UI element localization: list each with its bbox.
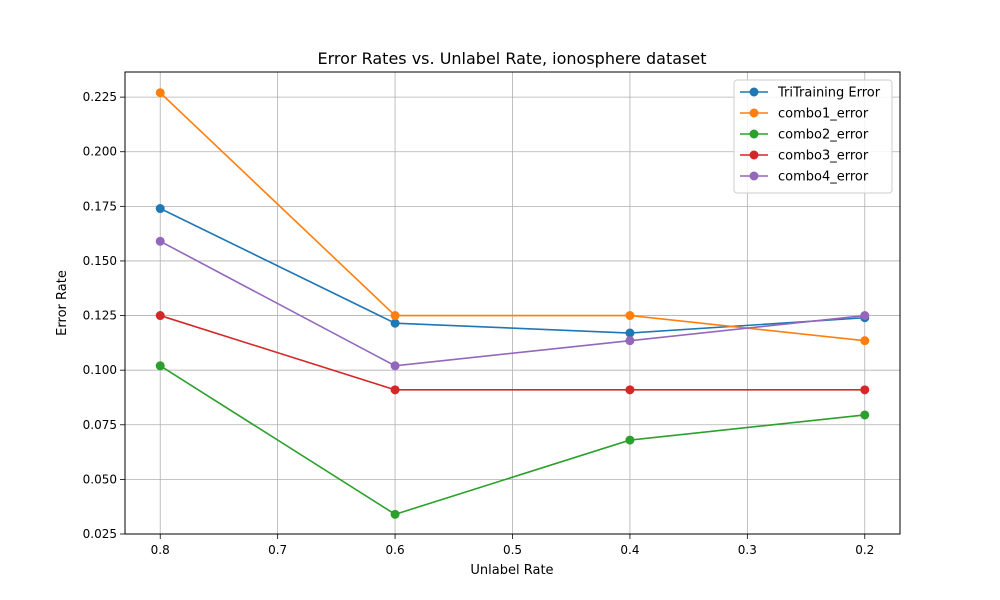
legend-label: combo4_error: [778, 170, 869, 185]
series-2: [155, 361, 870, 519]
y-tick-label: 0.200: [83, 145, 117, 159]
y-tick-label: 0.050: [83, 472, 117, 486]
y-tick-label: 0.025: [83, 527, 117, 541]
data-point: [390, 318, 400, 328]
x-axis-ticks: 0.8 0.7 0.6 0.5 0.4 0.3 0.2: [151, 534, 874, 557]
x-axis-label: Unlabel Rate: [470, 563, 553, 578]
data-point: [155, 236, 165, 246]
x-tick-label: 0.5: [503, 543, 522, 557]
y-axis-label: Error Rate: [55, 270, 70, 336]
y-tick-label: 0.075: [83, 418, 117, 432]
data-point: [625, 435, 635, 445]
legend-marker: [749, 150, 759, 160]
series-0: [155, 204, 870, 338]
data-point: [390, 385, 400, 395]
data-point: [860, 385, 870, 395]
data-point: [390, 311, 400, 321]
legend-marker: [749, 108, 759, 118]
y-tick-label: 0.175: [83, 199, 117, 213]
y-tick-label: 0.125: [83, 309, 117, 323]
data-point: [625, 311, 635, 321]
data-point: [860, 410, 870, 420]
y-tick-label: 0.150: [83, 254, 117, 268]
data-point: [625, 385, 635, 395]
x-tick-label: 0.2: [855, 543, 874, 557]
x-tick-label: 0.3: [738, 543, 757, 557]
y-tick-label: 0.225: [83, 90, 117, 104]
data-point: [155, 204, 165, 214]
x-tick-label: 0.8: [151, 543, 170, 557]
data-point: [625, 336, 635, 346]
legend-label: combo1_error: [778, 107, 869, 122]
legend-label: combo3_error: [778, 149, 869, 164]
legend-marker: [749, 87, 759, 97]
data-point: [860, 336, 870, 346]
data-point: [155, 88, 165, 98]
series-line: [159, 240, 865, 367]
series-line: [159, 365, 865, 516]
legend-label: TriTraining Error: [777, 86, 881, 101]
data-point: [155, 361, 165, 371]
data-point: [625, 328, 635, 338]
data-point: [860, 311, 870, 321]
series-line: [159, 207, 865, 334]
series-4: [155, 236, 870, 371]
y-tick-label: 0.100: [83, 363, 117, 377]
legend: TriTraining Error combo1_error combo2_erro…: [733, 79, 893, 194]
chart-title: Error Rates vs. Unlabel Rate, ionosphere…: [318, 49, 707, 68]
series-3: [155, 311, 870, 395]
legend-label: combo2_error: [778, 128, 869, 143]
x-tick-label: 0.4: [620, 543, 639, 557]
data-point: [155, 311, 165, 321]
x-tick-label: 0.7: [268, 543, 287, 557]
data-point: [390, 361, 400, 371]
y-axis-ticks: 0.025 0.050 0.075 0.100 0.125 0.150 0.175 0.200…: [83, 90, 125, 541]
legend-box: [733, 79, 893, 194]
data-point: [390, 509, 400, 519]
series-line: [159, 314, 865, 391]
legend-marker: [749, 129, 759, 139]
series-layer: [155, 88, 870, 519]
x-tick-label: 0.6: [386, 543, 405, 557]
legend-marker: [749, 171, 759, 181]
